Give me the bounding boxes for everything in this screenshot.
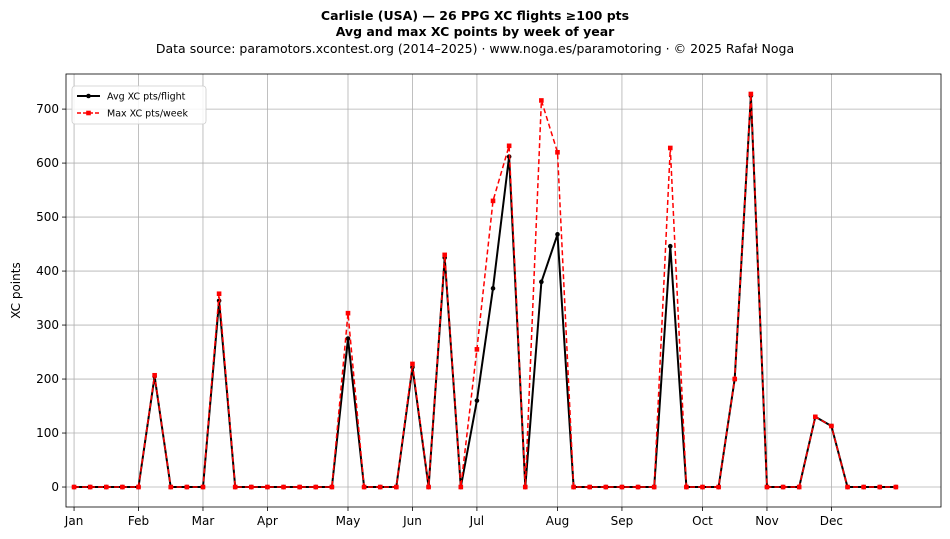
max-point [700,484,705,490]
max-point [845,484,850,490]
max-point [329,484,335,490]
max-point [103,484,109,490]
grid [66,74,941,507]
max-point [780,484,786,490]
max-point [764,484,770,490]
legend-swatch-marker [86,110,91,116]
x-tick-label: Apr [257,514,278,528]
max-point [152,372,157,378]
chart-title: Carlisle (USA) — 26 PPG XC flights ≥100 … [320,8,630,23]
max-point [297,484,302,490]
max-point [893,484,899,490]
max-point [716,484,721,490]
series-lines [71,91,899,490]
x-tick-label: Dec [820,514,843,528]
x-tick-label: Jul [469,514,484,528]
max-point [667,145,673,151]
max-point [168,484,174,490]
chart-subtitle: Avg and max XC points by week of year [335,24,615,39]
max-point [829,423,834,429]
x-tick-label: Feb [128,514,149,528]
y-tick-label: 600 [36,156,59,170]
max-point [732,376,738,382]
axes: Jan Feb Mar Apr May Jun Jul Aug Sep Oct Nov Dec 0 100… [36,73,942,528]
max-point [796,484,802,490]
max-point [281,484,286,490]
max-point [684,484,689,490]
y-tick-label: 500 [36,210,59,224]
x-tick-label: Sep [611,514,634,528]
max-point [813,414,818,420]
y-tick-label: 100 [36,426,59,440]
y-tick-label: 400 [36,264,59,278]
y-axis-label: XC points [9,262,23,318]
max-point [861,484,866,490]
max-point [539,98,544,103]
max-point [651,484,657,490]
max-point [249,484,254,490]
max-point [474,347,480,352]
x-tick-label: Nov [755,514,778,528]
max-point [877,484,883,490]
max-point [71,484,77,490]
max-point [748,91,754,97]
max-point [522,484,528,490]
avg-point [555,232,560,237]
avg-point [474,398,480,403]
max-point [619,484,625,490]
avg-point [345,336,351,341]
x-tick-label: May [336,514,361,528]
max-point [603,484,609,490]
max-point [555,149,560,155]
max-point [442,252,447,258]
legend-label: Max XC pts/week [107,109,188,120]
max-point [410,361,415,367]
max-point [490,198,496,204]
data-source-note: Data source: paramotors.xcontest.org (20… [155,41,795,56]
y-tick-label: 200 [36,372,59,386]
legend-box [71,85,207,125]
avg-point [539,279,544,285]
max-point [200,484,206,490]
max-point [458,484,464,490]
max-point [232,484,238,490]
max-point [136,484,141,490]
max-point [394,484,399,490]
legend-swatch-marker [86,93,91,99]
max-point [184,484,190,490]
series-line-avg [74,94,896,488]
x-tick-label: Jun [402,514,422,528]
max-point [216,291,222,297]
y-tick-label: 300 [36,318,59,332]
legend: Avg XC pts/flight Max XC pts/week [71,85,207,125]
x-tick-label: Oct [692,514,713,528]
x-tick-label: Aug [546,514,569,528]
avg-point [490,286,496,291]
legend-label: Avg XC pts/flight [107,92,186,103]
x-tick-label: Jan [64,514,84,528]
y-tick-label: 0 [51,480,59,494]
max-point [120,484,125,490]
plot-frame [65,73,942,508]
max-point [265,484,270,490]
max-point [587,484,593,490]
max-point [313,484,319,490]
max-point [506,143,512,149]
series-line-max [74,93,896,488]
max-point [345,310,351,316]
max-point [635,484,641,490]
max-point [377,484,383,490]
max-point [361,484,367,490]
max-point [87,484,93,490]
y-tick-label: 700 [36,102,59,116]
max-point [571,484,576,490]
x-tick-label: Mar [192,514,215,528]
max-point [426,484,431,490]
avg-point [667,243,673,249]
chart-header: Carlisle (USA) — 26 PPG XC flights ≥100 … [0,8,950,57]
